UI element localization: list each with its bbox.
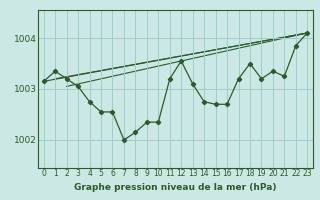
X-axis label: Graphe pression niveau de la mer (hPa): Graphe pression niveau de la mer (hPa) bbox=[74, 183, 277, 192]
